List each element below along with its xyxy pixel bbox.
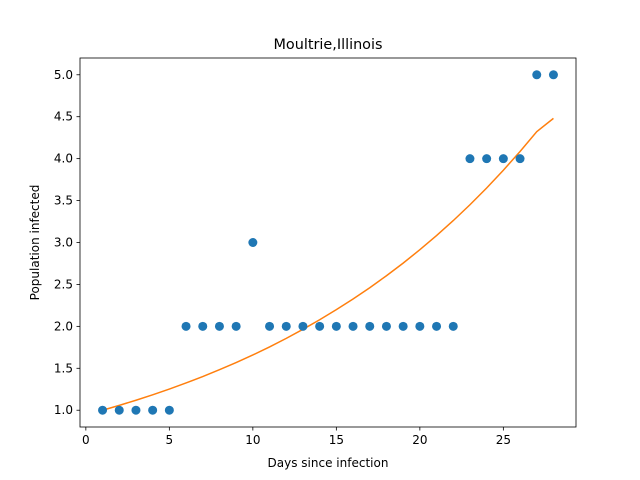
y-axis: 1.0 1.5 2.0 2.5 3.0 3.5 4.0 4.5 5.0 — [54, 68, 80, 417]
data-point — [98, 405, 108, 415]
chart-title: Moultrie,Illinois — [274, 37, 383, 53]
data-point — [381, 321, 391, 331]
data-point — [532, 70, 542, 80]
data-point — [465, 154, 475, 164]
x-axis-label: Days since infection — [268, 456, 389, 470]
data-point — [164, 405, 174, 415]
y-tick-label: 4.0 — [54, 152, 73, 166]
x-tick-label: 25 — [496, 433, 511, 447]
data-point — [181, 321, 191, 331]
data-point — [281, 321, 291, 331]
data-point — [315, 321, 325, 331]
y-tick-label: 1.0 — [54, 403, 73, 417]
y-tick-label: 4.5 — [54, 110, 73, 124]
data-point — [432, 321, 442, 331]
data-point — [298, 321, 308, 331]
data-point — [114, 405, 124, 415]
fit-curve-line — [102, 117, 554, 411]
x-tick-label: 0 — [82, 433, 90, 447]
y-axis-label: Population infected — [28, 185, 42, 301]
plot-area — [98, 70, 558, 415]
data-point — [131, 405, 141, 415]
data-point — [231, 321, 241, 331]
x-tick-label: 15 — [329, 433, 344, 447]
y-tick-label: 3.5 — [54, 194, 73, 208]
x-tick-label: 10 — [245, 433, 260, 447]
x-axis: 0 5 10 15 20 25 — [82, 427, 511, 447]
data-point — [148, 405, 158, 415]
y-tick-label: 1.5 — [54, 361, 73, 375]
data-point — [498, 154, 508, 164]
data-point — [348, 321, 358, 331]
x-tick-label: 20 — [412, 433, 427, 447]
data-point — [331, 321, 341, 331]
data-point — [548, 70, 558, 80]
data-point — [515, 154, 525, 164]
data-point — [198, 321, 208, 331]
data-point — [248, 238, 258, 247]
data-point — [265, 321, 275, 331]
data-point — [482, 154, 492, 164]
data-point — [415, 321, 425, 331]
y-tick-label: 2.5 — [54, 277, 73, 291]
data-point — [365, 321, 375, 331]
data-point — [398, 321, 408, 331]
x-tick-label: 5 — [166, 433, 174, 447]
y-tick-label: 5.0 — [54, 68, 73, 82]
y-tick-label: 2.0 — [54, 319, 73, 333]
data-point — [448, 321, 458, 331]
data-point — [214, 321, 224, 331]
y-tick-label: 3.0 — [54, 236, 73, 250]
